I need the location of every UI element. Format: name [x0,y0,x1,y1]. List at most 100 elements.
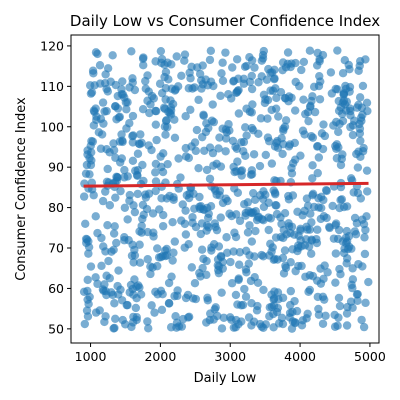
data-point [291,155,300,164]
data-point [203,296,213,305]
data-point [305,285,315,295]
data-point [125,190,135,200]
data-point [81,219,90,228]
data-point [187,263,197,272]
data-point [233,188,243,197]
data-point [159,210,168,220]
data-point [196,202,206,211]
data-point [353,296,362,306]
data-point [338,150,347,159]
data-point [346,106,355,116]
data-point [303,201,313,210]
data-point [297,65,306,75]
data-point [173,286,182,295]
data-point [239,137,249,147]
data-point [162,251,172,260]
data-point [143,255,152,264]
data-point [205,174,215,183]
data-point [247,123,257,133]
data-point [241,292,251,301]
data-point [147,145,156,155]
y-tick-label: 90 [48,160,64,175]
data-point [160,60,169,70]
data-point [217,288,226,297]
data-point [218,58,227,67]
data-point [91,212,100,221]
data-point [234,319,243,329]
data-point [133,189,142,199]
data-point [237,171,246,180]
data-point [216,213,225,222]
data-point [144,189,154,198]
data-point [312,234,321,244]
data-point [197,245,207,254]
data-point [139,60,148,70]
data-point [93,228,102,238]
data-point [221,134,231,143]
data-point [290,106,300,115]
data-point [247,84,257,94]
data-point [273,143,283,153]
x-tick-label: 2000 [144,349,176,364]
data-point [87,136,96,146]
data-point [161,67,171,77]
data-point [228,63,237,72]
data-point [263,114,272,123]
data-point [255,319,265,329]
data-point [259,215,268,225]
data-point [153,261,162,271]
data-point [194,95,203,105]
data-point [231,142,240,151]
data-point [118,77,127,86]
data-point [307,132,316,141]
data-point [83,312,93,321]
data-point [294,243,303,253]
data-point [177,71,186,80]
data-point [286,286,296,296]
data-point [190,138,200,147]
data-point [101,187,110,196]
data-point [202,165,212,175]
data-point [168,217,177,227]
data-point [185,189,194,198]
data-point [138,160,147,170]
data-point [336,195,345,205]
data-point [245,221,254,230]
data-point [280,246,290,255]
data-point [305,46,315,55]
data-point [318,319,328,328]
data-point [82,160,92,170]
data-point [157,194,166,203]
data-point [214,242,224,251]
data-point [209,315,218,324]
data-point [147,301,156,310]
data-point [108,51,117,60]
data-point [235,216,245,226]
data-point [207,246,216,255]
data-point [317,192,326,202]
data-point [156,152,165,161]
data-point [248,100,257,109]
data-point [91,273,100,282]
data-point [221,48,230,57]
y-tick-label: 100 [40,119,64,134]
data-point [212,225,222,235]
data-point [278,319,288,329]
data-point [223,196,232,206]
data-point [357,315,366,325]
data-point [234,109,244,118]
data-point [273,303,283,313]
data-point [361,225,370,235]
data-point [264,225,273,235]
data-point [120,233,129,242]
data-point [128,284,137,294]
y-axis-label: Consumer Confidence Index [14,97,29,281]
data-point [163,159,172,169]
y-tick-label: 70 [48,241,64,256]
data-point [308,271,318,281]
data-point [331,278,340,287]
data-point [84,249,93,258]
data-point [132,294,141,303]
data-point [307,218,316,227]
data-point [160,122,170,131]
